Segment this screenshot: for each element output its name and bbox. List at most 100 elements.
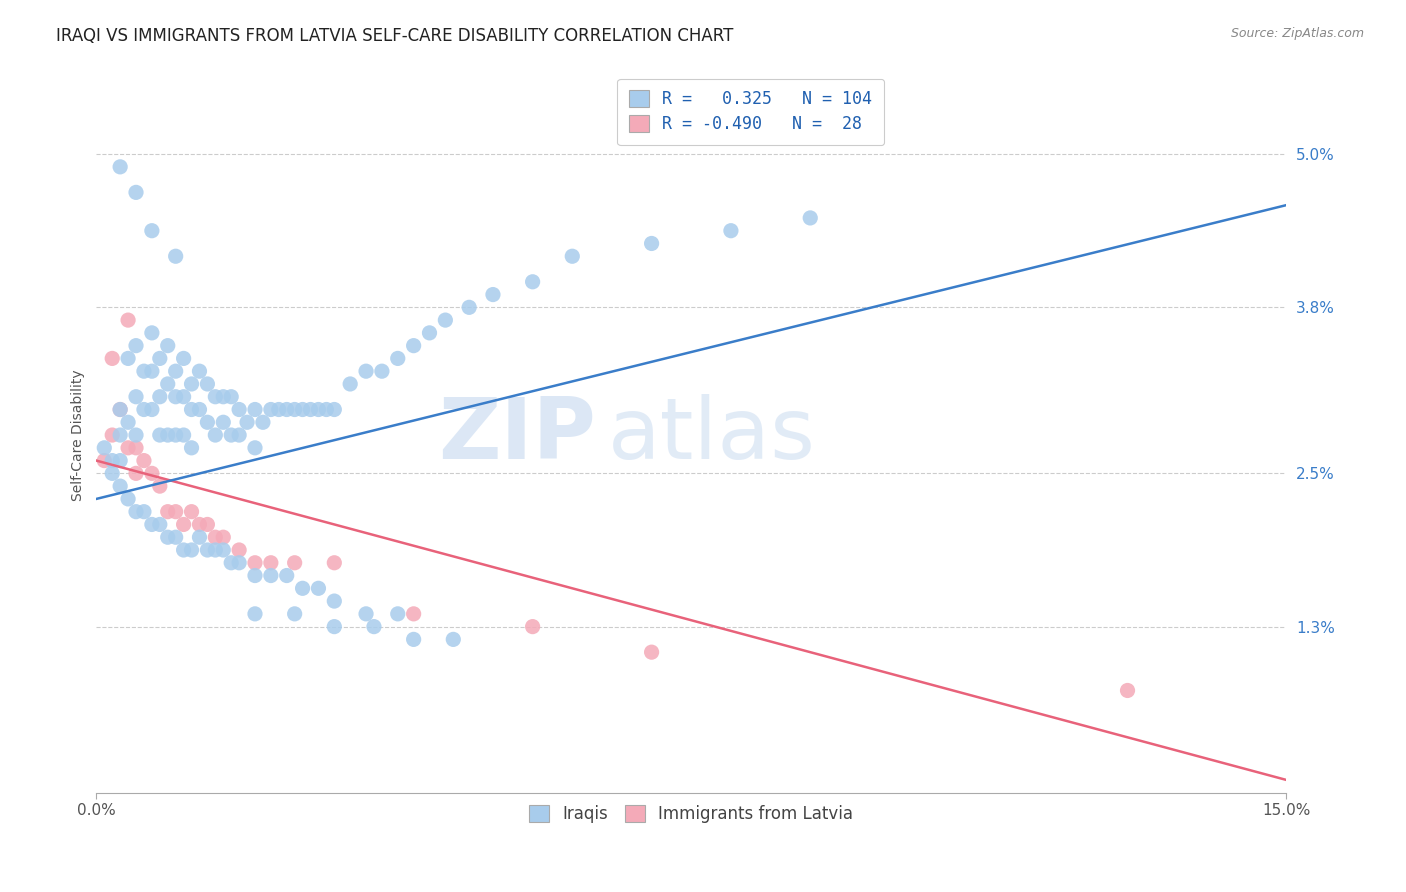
Point [156, 428, 179, 442]
Point [197, 543, 219, 558]
Point [173, 390, 195, 404]
Point [522, 275, 544, 289]
Point [307, 402, 329, 417]
Point [228, 556, 250, 570]
Point [117, 415, 139, 429]
Point [165, 428, 187, 442]
Point [173, 351, 195, 366]
Point [101, 428, 124, 442]
Y-axis label: Self-Care Disability: Self-Care Disability [72, 369, 86, 501]
Point [149, 351, 172, 366]
Point [132, 364, 155, 378]
Point [204, 390, 226, 404]
Point [402, 607, 425, 621]
Point [219, 556, 242, 570]
Point [149, 479, 172, 493]
Point [323, 556, 346, 570]
Point [402, 338, 425, 352]
Point [173, 428, 195, 442]
Point [188, 402, 211, 417]
Point [125, 390, 148, 404]
Point [243, 607, 266, 621]
Point [402, 632, 425, 647]
Point [132, 453, 155, 467]
Point [212, 543, 235, 558]
Point [141, 224, 163, 238]
Point [339, 376, 361, 391]
Point [141, 364, 163, 378]
Point [212, 390, 235, 404]
Point [363, 619, 385, 633]
Point [291, 582, 314, 596]
Point [125, 428, 148, 442]
Point [640, 236, 662, 251]
Point [108, 160, 131, 174]
Point [387, 607, 409, 621]
Point [212, 530, 235, 544]
Point [101, 453, 124, 467]
Point [243, 402, 266, 417]
Text: atlas: atlas [607, 393, 815, 476]
Point [101, 467, 124, 481]
Point [243, 556, 266, 570]
Point [323, 594, 346, 608]
Point [228, 402, 250, 417]
Point [141, 402, 163, 417]
Point [173, 517, 195, 532]
Point [101, 351, 124, 366]
Point [387, 351, 409, 366]
Point [149, 428, 172, 442]
Point [228, 543, 250, 558]
Point [418, 326, 440, 340]
Point [180, 505, 202, 519]
Point [799, 211, 821, 225]
Point [188, 530, 211, 544]
Point [276, 568, 298, 582]
Point [1116, 683, 1139, 698]
Point [141, 467, 163, 481]
Point [441, 632, 464, 647]
Point [260, 402, 283, 417]
Point [93, 453, 115, 467]
Point [284, 402, 307, 417]
Point [125, 467, 148, 481]
Text: Source: ZipAtlas.com: Source: ZipAtlas.com [1230, 27, 1364, 40]
Point [299, 402, 322, 417]
Point [165, 390, 187, 404]
Point [204, 543, 226, 558]
Point [132, 402, 155, 417]
Point [561, 249, 583, 263]
Point [228, 428, 250, 442]
Point [165, 249, 187, 263]
Point [165, 364, 187, 378]
Point [434, 313, 457, 327]
Point [149, 390, 172, 404]
Point [291, 402, 314, 417]
Point [307, 582, 329, 596]
Point [252, 415, 274, 429]
Point [323, 619, 346, 633]
Point [315, 402, 337, 417]
Point [219, 428, 242, 442]
Point [165, 505, 187, 519]
Point [458, 301, 481, 315]
Point [188, 517, 211, 532]
Point [267, 402, 290, 417]
Point [117, 491, 139, 506]
Point [180, 543, 202, 558]
Point [354, 607, 377, 621]
Point [180, 441, 202, 455]
Point [323, 402, 346, 417]
Point [125, 186, 148, 200]
Point [180, 376, 202, 391]
Point [212, 415, 235, 429]
Point [482, 287, 505, 301]
Point [197, 376, 219, 391]
Point [260, 556, 283, 570]
Point [276, 402, 298, 417]
Point [156, 505, 179, 519]
Point [204, 428, 226, 442]
Point [284, 607, 307, 621]
Point [132, 505, 155, 519]
Point [197, 415, 219, 429]
